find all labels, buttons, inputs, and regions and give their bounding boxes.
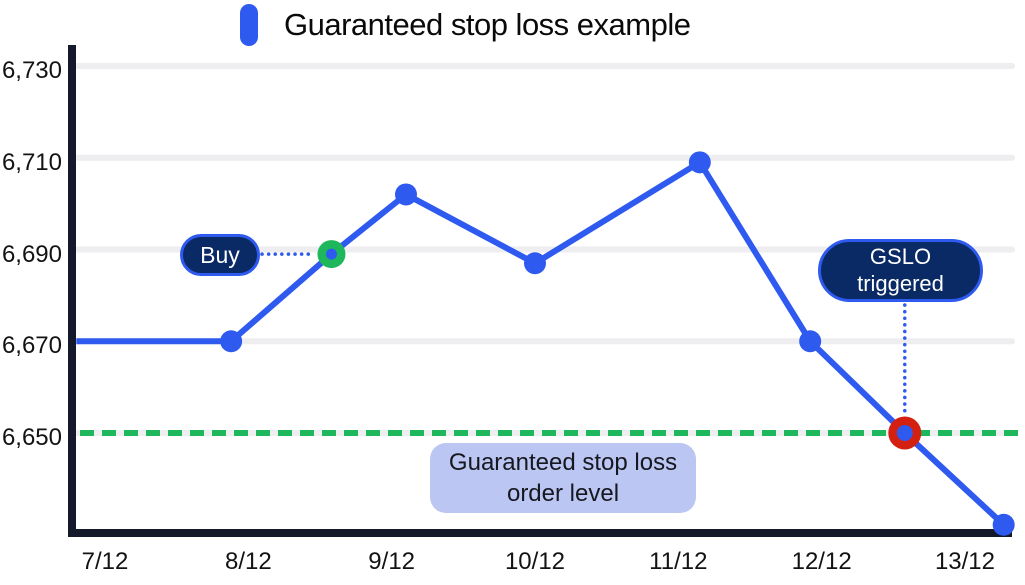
- stop-loss-level-line1: Guaranteed stop loss: [448, 448, 678, 476]
- x-tick-label: 13/12: [934, 548, 995, 575]
- price-point-dot: [688, 151, 711, 174]
- buy-callout: Buy: [180, 234, 260, 276]
- price-point-dot: [992, 513, 1015, 536]
- y-tick-label: 6,710: [1, 148, 62, 176]
- x-tick-label: 9/12: [368, 548, 416, 575]
- price-point-dot: [523, 252, 546, 275]
- x-axis-line: [68, 529, 1012, 537]
- buy-callout-label: Buy: [200, 241, 240, 268]
- gslo-callout-line1: GSLO: [869, 243, 932, 269]
- price-point-dot: [799, 330, 822, 353]
- chart-header: Guaranteed stop loss example: [240, 4, 691, 46]
- x-tick-label: 11/12: [649, 548, 708, 575]
- stop-loss-level-label: Guaranteed stop loss order level: [430, 443, 696, 513]
- gslo-callout-line2: triggered: [857, 270, 944, 296]
- y-tick-label: 6,650: [1, 424, 62, 451]
- gslo-callout: GSLO triggered: [818, 239, 983, 302]
- x-tick-label: 8/12: [224, 548, 272, 575]
- title-bar-icon: [240, 4, 258, 46]
- y-axis-line: [68, 45, 76, 537]
- y-tick-label: 6,670: [1, 332, 62, 360]
- stop-loss-level-line2: order level: [506, 480, 620, 507]
- price-point-dot: [220, 330, 243, 353]
- gslo-point-center-dot: [896, 425, 913, 441]
- price-point-dot: [394, 183, 417, 206]
- x-tick-label: 12/12: [791, 548, 852, 575]
- x-tick-label: 10/12: [504, 548, 566, 575]
- chart-title: Guaranteed stop loss example: [284, 7, 691, 42]
- y-tick-label: 6,690: [1, 240, 62, 268]
- buy-point-center-dot: [325, 248, 337, 260]
- y-tick-label: 6,730: [1, 57, 62, 84]
- x-tick-label: 7/12: [81, 548, 129, 575]
